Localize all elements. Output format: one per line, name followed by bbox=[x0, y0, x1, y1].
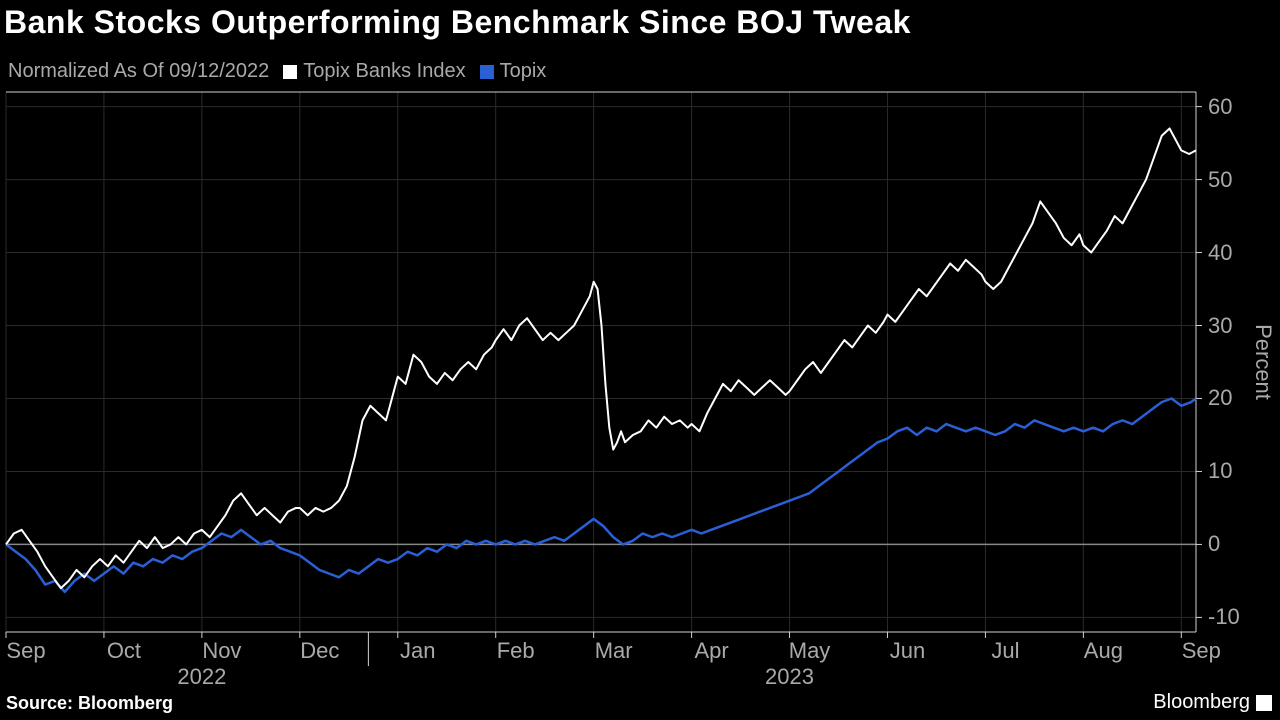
x-year-label: 2022 bbox=[177, 664, 226, 690]
y-tick-label: 50 bbox=[1208, 167, 1232, 193]
x-tick-label: Feb bbox=[497, 638, 535, 664]
y-tick-label: 40 bbox=[1208, 240, 1232, 266]
brand-text: Bloomberg bbox=[1153, 691, 1250, 714]
x-tick-label: Dec bbox=[300, 638, 339, 664]
y-tick-label: -10 bbox=[1208, 604, 1240, 630]
x-year-label: 2023 bbox=[765, 664, 814, 690]
y-tick-label: 60 bbox=[1208, 94, 1232, 120]
y-axis-title: Percent bbox=[1250, 324, 1276, 400]
x-tick-label: Nov bbox=[202, 638, 241, 664]
x-tick-label: Jun bbox=[890, 638, 925, 664]
y-tick-label: 20 bbox=[1208, 385, 1232, 411]
brand-icon bbox=[1256, 695, 1272, 711]
x-tick-label: Jul bbox=[991, 638, 1019, 664]
x-tick-label: May bbox=[789, 638, 831, 664]
x-tick-label: Mar bbox=[595, 638, 633, 664]
x-tick-label: Oct bbox=[107, 638, 141, 664]
brand-label: Bloomberg bbox=[1153, 691, 1272, 714]
y-tick-label: 0 bbox=[1208, 531, 1220, 557]
x-tick-label: Sep bbox=[1182, 638, 1221, 664]
chart-svg bbox=[0, 0, 1280, 720]
y-tick-label: 30 bbox=[1208, 313, 1232, 339]
x-tick-label: Aug bbox=[1084, 638, 1123, 664]
x-tick-label: Apr bbox=[694, 638, 728, 664]
y-tick-label: 10 bbox=[1208, 458, 1232, 484]
x-tick-label: Jan bbox=[400, 638, 435, 664]
chart-container: Bank Stocks Outperforming Benchmark Sinc… bbox=[0, 0, 1280, 720]
x-tick-label: Sep bbox=[6, 638, 45, 664]
source-label: Source: Bloomberg bbox=[6, 693, 173, 714]
